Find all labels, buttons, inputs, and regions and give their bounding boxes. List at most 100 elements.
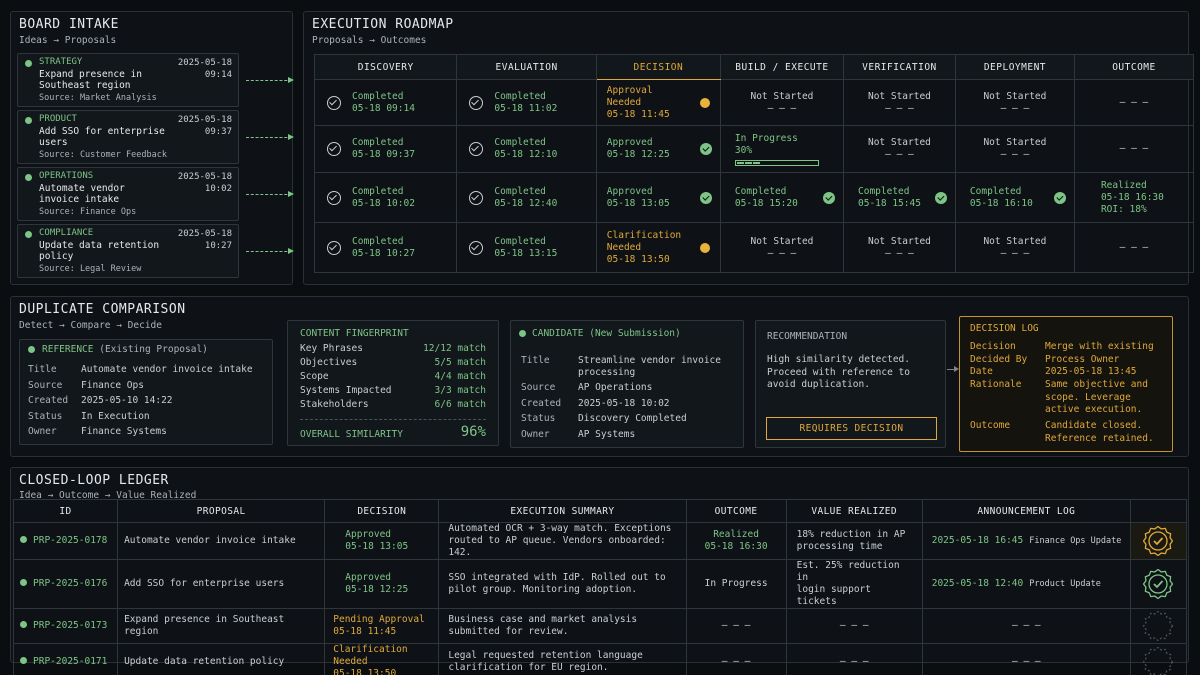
outcome-line: 05-18 16:30 — [1100, 191, 1164, 203]
ledger-row[interactable]: PRP-2025-0171 Update data retention polic… — [12, 643, 1188, 675]
cell-summary: Automated OCR + 3-way match. Exceptions r… — [438, 522, 687, 560]
stage-line: 05-18 12:10 — [494, 149, 558, 160]
dash-placeholder: — — — — [1000, 102, 1030, 114]
stage-line: Completed — [352, 137, 404, 148]
announcement-text[interactable]: Finance Ops Update — [1029, 536, 1122, 546]
cell-decision: Approved 05-18 12:25 — [595, 125, 721, 173]
flow-arrow-icon — [246, 77, 294, 83]
cell-id[interactable]: PRP-2025-0178 — [12, 522, 119, 560]
decision-line: Needed — [606, 241, 642, 253]
outcome-line: Realized — [1100, 179, 1147, 191]
check-filled-icon — [699, 191, 712, 204]
cell-id[interactable]: PRP-2025-0176 — [12, 559, 119, 609]
kv-label: Title — [521, 355, 550, 366]
card-title: Add SSO for enterprise users — [39, 126, 165, 148]
stage-line: Completed — [494, 185, 546, 197]
date-line: 2025-05-18 — [177, 172, 232, 182]
execution-roadmap-panel: EXECUTION ROADMAP Proposals → Outcomes D… — [303, 11, 1195, 285]
overall-similarity-value: 96% — [460, 424, 486, 440]
kv-value: In Execution — [81, 410, 150, 422]
requires-decision-button[interactable]: REQUIRES DECISION — [766, 417, 937, 440]
fingerprint-metric: Objectives — [300, 357, 358, 368]
column-header-outcome: OUTCOME — [685, 499, 787, 523]
kv-label: Source — [521, 382, 556, 393]
dash-placeholder: — — — — [767, 102, 797, 114]
roadmap-row[interactable]: Completed 05-18 09:37 Completed 05-18 12:10… — [313, 125, 1195, 173]
decision-log-card: DECISION LOG Decision Merge with existing… — [959, 316, 1173, 452]
date-line: 2025-05-18 — [177, 115, 232, 125]
log-value-line: Reference retained. — [1045, 432, 1154, 444]
log-label: Date — [970, 366, 993, 377]
stage-line: 05-18 16:10 — [969, 197, 1033, 209]
summary-line: pilot group. Monitoring adoption. — [448, 584, 638, 595]
cell-evaluation: Completed 05-18 12:10 — [456, 125, 597, 173]
card-title: Update data retention policy — [39, 240, 160, 262]
card-source: Source: Market Analysis — [39, 93, 157, 103]
not-started-label: Not Started — [867, 90, 931, 102]
reference-card[interactable]: REFERENCE (Existing Proposal) Title Autom… — [19, 339, 273, 445]
panel-subtitle: Ideas → Proposals — [19, 35, 117, 46]
status-dot — [25, 174, 32, 181]
dash-placeholder: — — — — [1119, 241, 1149, 253]
kv-label: Owner — [28, 426, 57, 437]
proposal-id[interactable]: PRP-2025-0173 — [33, 620, 108, 631]
check-circle-icon — [469, 142, 484, 156]
proposal-id[interactable]: PRP-2025-0176 — [33, 578, 108, 589]
category-tag: STRATEGY — [39, 57, 83, 67]
stage-line: Completed — [494, 137, 546, 148]
stage-line: 05-18 10:02 — [352, 197, 415, 209]
cell-evaluation: Completed 05-18 12:40 — [456, 172, 597, 223]
candidate-card[interactable]: CANDIDATE (New Submission) Title Streaml… — [510, 320, 744, 448]
panel-title: EXECUTION ROADMAP — [312, 17, 454, 32]
cell-proposal: Expand presence in Southeast region — [117, 608, 326, 644]
recommendation-line: Proceed with reference to — [767, 366, 910, 378]
status-dot — [20, 621, 27, 628]
check-circle-icon — [327, 190, 341, 205]
category-tag: COMPLIANCE — [39, 228, 94, 238]
cell-outcome: — — — — [1073, 125, 1195, 173]
cell-discovery: Completed 05-18 09:37 — [313, 125, 458, 173]
ledger-row[interactable]: PRP-2025-0176 Add SSO for enterprise user… — [12, 559, 1188, 609]
empty-badge-icon — [1143, 647, 1174, 675]
intake-card[interactable]: OPERATIONS 2025-05-18 10:02 Automate vendor… — [17, 167, 239, 221]
announcement-text[interactable]: Product Update — [1029, 579, 1101, 589]
stage-line: 05-18 11:02 — [494, 102, 558, 114]
cell-value: — — — — [785, 643, 923, 675]
column-header-badge — [1129, 499, 1188, 523]
roadmap-row[interactable]: Completed 05-18 10:27 Completed 05-18 13:15… — [313, 222, 1195, 273]
summary-line: Legal requested retention language — [448, 650, 643, 661]
cell-deployment: Not Started — — — — [954, 222, 1075, 273]
card-date: 2025-05-18 09:14 — [162, 57, 232, 81]
roadmap-row[interactable]: Completed 05-18 09:14 Completed 05-18 11:02… — [313, 79, 1195, 126]
status-dot — [25, 60, 32, 67]
announcement-date: 2025-05-18 12:40 — [931, 578, 1024, 589]
cell-id[interactable]: PRP-2025-0173 — [12, 608, 119, 644]
cell-id[interactable]: PRP-2025-0171 — [12, 643, 119, 675]
cell-discovery: Completed 05-18 09:14 — [313, 79, 458, 126]
proposal-id[interactable]: PRP-2025-0178 — [33, 535, 108, 546]
fingerprint-match: 4/4 match — [434, 371, 486, 382]
cell-proposal: Update data retention policy — [117, 643, 326, 675]
intake-card[interactable]: COMPLIANCE 2025-05-18 10:27 Update data ret… — [17, 224, 239, 278]
intake-card[interactable]: STRATEGY 2025-05-18 09:14 Expand presence i… — [17, 53, 239, 107]
ledger-row[interactable]: PRP-2025-0173 Expand presence in Southeas… — [12, 608, 1188, 644]
roadmap-row[interactable]: Completed 05-18 10:02 Completed 05-18 12:40… — [313, 172, 1195, 223]
kv-label: Created — [28, 395, 69, 406]
divider — [300, 419, 486, 420]
dash-placeholder: — — — — [885, 247, 914, 259]
pending-dot-icon — [699, 97, 710, 108]
check-circle-icon — [469, 95, 484, 110]
cell-decision: Clarification Needed 05-18 13:50 — [324, 643, 440, 675]
column-header-announcement-log: ANNOUNCEMENT LOG — [921, 499, 1131, 523]
cell-value: Est. 25% reduction in login support ticke… — [785, 559, 923, 609]
dash-placeholder: — — — — [839, 656, 869, 667]
log-label: Decided By — [970, 353, 1028, 365]
intake-card[interactable]: PRODUCT 2025-05-18 09:37 Add SSO for enterp… — [17, 110, 239, 164]
ledger-row[interactable]: PRP-2025-0178 Automate vendor invoice int… — [12, 522, 1188, 560]
cell-build: Not Started — — — — [719, 222, 845, 273]
cell-verification: Not Started — — — — [843, 125, 956, 173]
cell-verification: Completed 05-18 15:45 — [843, 172, 956, 223]
decision-line: Approved — [606, 185, 653, 197]
proposal-id[interactable]: PRP-2025-0171 — [33, 656, 108, 667]
cell-announcement: — — — — [921, 643, 1131, 675]
